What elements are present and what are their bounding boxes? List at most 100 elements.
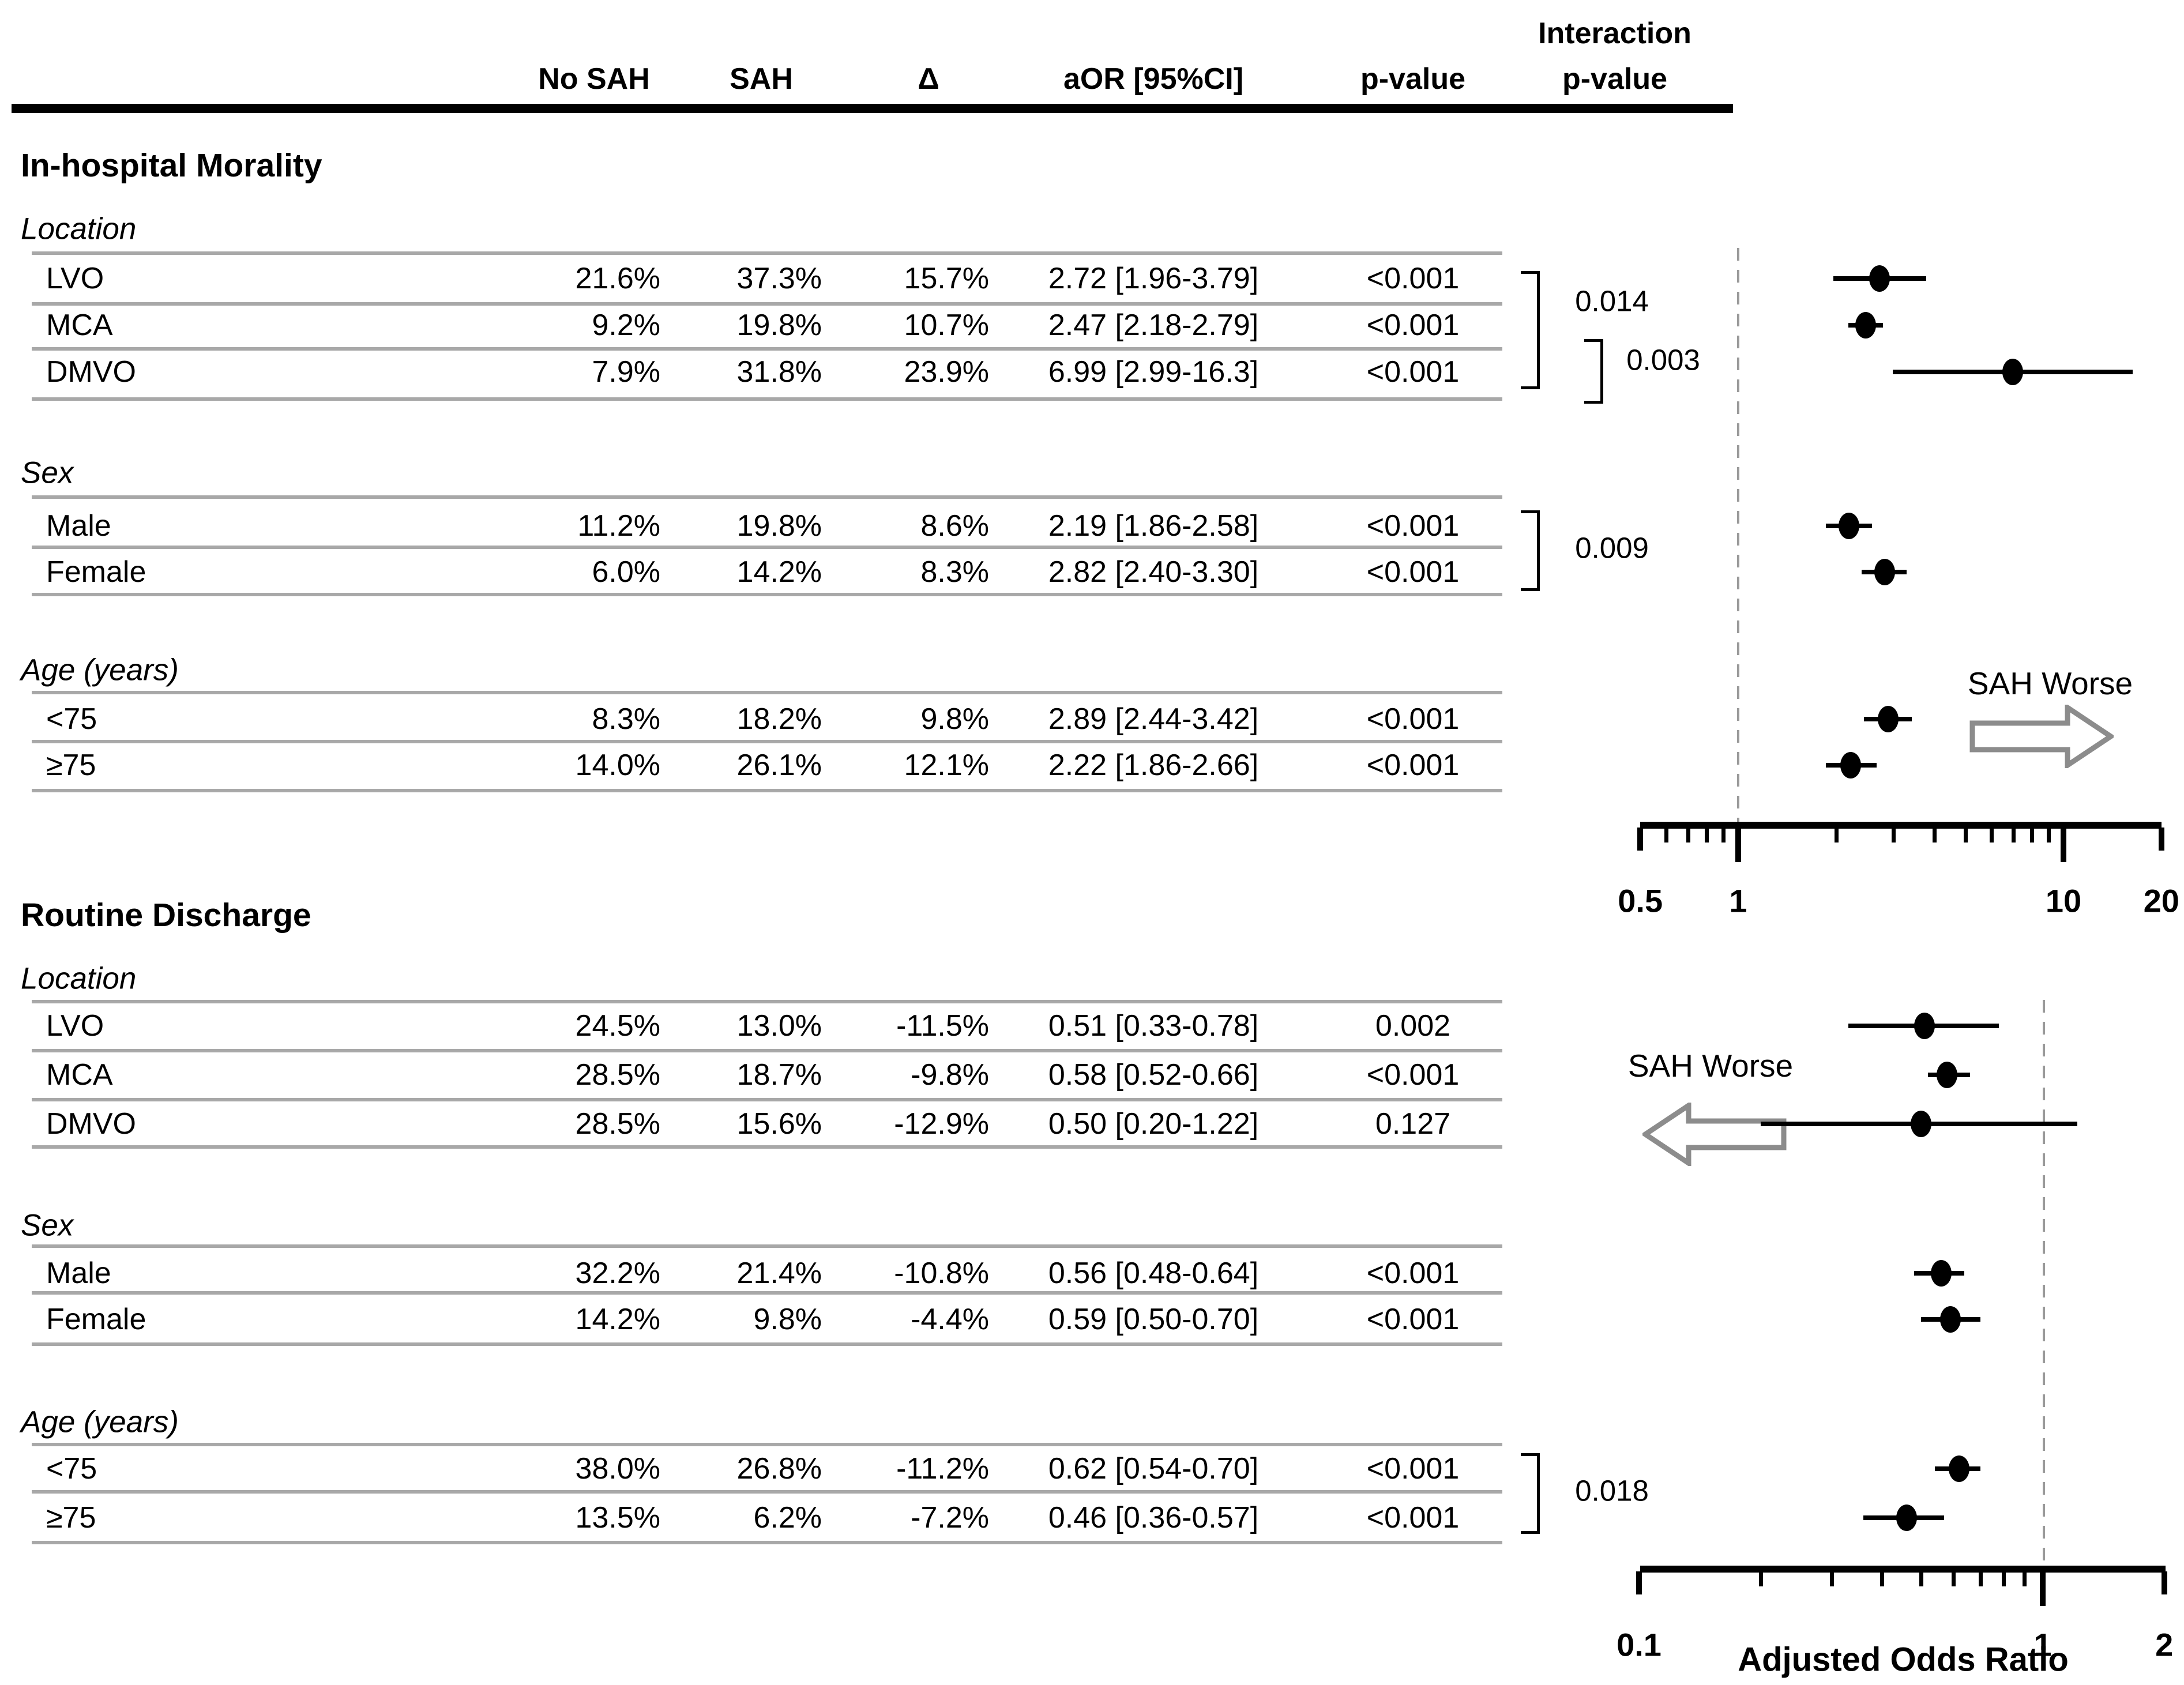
cell-aor: 2.89 [2.44-3.42]: [1048, 702, 1259, 736]
separator-line: [32, 593, 1502, 596]
cell-no-sah: 28.5%: [575, 1058, 660, 1092]
cell-aor: 0.51 [0.33-0.78]: [1048, 1009, 1259, 1043]
separator-line: [32, 302, 1502, 306]
cell-delta: -9.8%: [911, 1058, 989, 1092]
cell-sah: 19.8%: [736, 509, 822, 543]
group-label: Location: [21, 961, 137, 996]
axis-minor-tick: [2047, 828, 2051, 842]
cell-delta: 8.3%: [920, 555, 989, 589]
reference-line-top-plot: [1737, 248, 1739, 822]
cell-p-value: <0.001: [1366, 702, 1460, 736]
cell-aor: 2.19 [1.86-2.58]: [1048, 509, 1259, 543]
interaction-bracket: [1521, 1453, 1540, 1534]
cell-sah: 26.8%: [736, 1452, 822, 1485]
section-title-in-hospital-morality: In-hospital Morality: [21, 147, 322, 184]
cell-p-value: <0.001: [1366, 1257, 1460, 1290]
forest-point: [1839, 513, 1859, 539]
axis-tick: [2061, 828, 2066, 862]
cell-sah: 31.8%: [736, 355, 822, 389]
axis-tick: [1636, 1571, 1642, 1594]
separator-line: [32, 740, 1502, 743]
axis-minor-tick: [1664, 828, 1668, 842]
cell-delta: -10.8%: [894, 1257, 989, 1290]
direction-label-bottom: SAH Worse: [1627, 1048, 1794, 1084]
cell-no-sah: 9.2%: [592, 309, 660, 342]
cell-sah: 18.2%: [736, 702, 822, 736]
separator-line: [32, 1541, 1502, 1544]
axis-tick-label: 1: [2033, 1626, 2052, 1663]
separator-line: [32, 1490, 1502, 1494]
row-label: MCA: [46, 309, 113, 342]
axis-minor-tick: [2030, 828, 2035, 842]
separator-line: [32, 397, 1502, 401]
column-header-interaction-line2: p-value: [1562, 62, 1668, 96]
row-label: <75: [46, 702, 97, 736]
cell-delta: 12.1%: [904, 749, 989, 782]
row-label: MCA: [46, 1058, 113, 1092]
axis-tick-label: 0.1: [1617, 1626, 1662, 1663]
cell-delta: 23.9%: [904, 355, 989, 389]
cell-sah: 37.3%: [736, 262, 822, 295]
cell-sah: 26.1%: [736, 749, 822, 782]
cell-aor: 6.99 [2.99-16.3]: [1048, 355, 1259, 389]
group-label: Sex: [21, 1208, 74, 1243]
separator-line: [32, 347, 1502, 351]
cell-p-value: <0.001: [1366, 749, 1460, 782]
axis-minor-tick: [1705, 828, 1709, 842]
cell-p-value: <0.001: [1366, 309, 1460, 342]
cell-delta: 9.8%: [920, 702, 989, 736]
cell-p-value: <0.001: [1366, 1303, 1460, 1336]
axis-minor-tick: [2011, 828, 2016, 842]
axis-minor-tick: [1829, 1571, 1834, 1586]
cell-sah: 21.4%: [736, 1257, 822, 1290]
cell-p-value: 0.127: [1375, 1107, 1451, 1141]
separator-line: [32, 1098, 1502, 1101]
forest-point: [2002, 359, 2024, 385]
group-label: Age (years): [21, 653, 179, 687]
cell-delta: 10.7%: [904, 309, 989, 342]
separator-line: [32, 1145, 1502, 1149]
row-label: <75: [46, 1452, 97, 1485]
cell-p-value: <0.001: [1366, 555, 1460, 589]
cell-aor: 2.72 [1.96-3.79]: [1048, 262, 1259, 295]
forest-point: [1874, 559, 1895, 585]
column-header-no-sah: No SAH: [538, 62, 650, 96]
axis-minor-tick: [1919, 1571, 1924, 1586]
axis-tick-label: 10: [2045, 882, 2082, 919]
axis-minor-tick: [1989, 828, 1994, 842]
cell-aor: 0.50 [0.20-1.22]: [1048, 1107, 1259, 1141]
cell-sah: 13.0%: [736, 1009, 822, 1043]
cell-delta: 15.7%: [904, 262, 989, 295]
separator-line: [32, 1244, 1502, 1248]
x-axis-top-plot: [1640, 822, 2162, 829]
axis-minor-tick: [1978, 1571, 1983, 1586]
forest-point: [1914, 1013, 1935, 1039]
forest-point: [1855, 312, 1877, 338]
interaction-p-label: 0.014: [1575, 284, 1649, 318]
row-label: LVO: [46, 262, 104, 295]
cell-no-sah: 24.5%: [575, 1009, 660, 1043]
cell-no-sah: 28.5%: [575, 1107, 660, 1141]
interaction-p-label: 0.018: [1575, 1474, 1649, 1507]
sah-worse-right-arrow-icon: [1969, 705, 2114, 768]
cell-no-sah: 7.9%: [592, 355, 660, 389]
cell-no-sah: 6.0%: [592, 555, 660, 589]
sah-worse-left-arrow-icon: [1642, 1103, 1787, 1166]
cell-sah: 19.8%: [736, 309, 822, 342]
separator-line: [32, 789, 1502, 792]
cell-no-sah: 8.3%: [592, 702, 660, 736]
interaction-bracket: [1521, 510, 1540, 591]
cell-no-sah: 38.0%: [575, 1452, 660, 1485]
cell-sah: 14.2%: [736, 555, 822, 589]
axis-minor-tick: [1758, 1571, 1763, 1586]
separator-line: [32, 495, 1502, 499]
row-label: Female: [46, 555, 146, 589]
cell-sah: 15.6%: [736, 1107, 822, 1141]
separator-line: [32, 1443, 1502, 1446]
cell-sah: 18.7%: [736, 1058, 822, 1092]
separator-line: [32, 1049, 1502, 1052]
group-label: Location: [21, 212, 137, 246]
forest-point: [1939, 1306, 1961, 1333]
cell-aor: 0.56 [0.48-0.64]: [1048, 1257, 1259, 1290]
